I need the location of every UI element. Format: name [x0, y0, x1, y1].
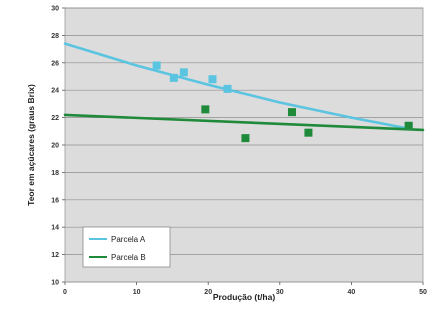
point-series-0-4 [223, 84, 232, 93]
x-tick-label-3: 30 [276, 289, 284, 296]
point-series-1-4 [404, 121, 413, 130]
y-tick-label-6: 22 [51, 115, 59, 122]
trendlines [63, 42, 425, 132]
y-axis-title: Teor em açúcares (graus Brix) [26, 84, 36, 206]
axes: 10 12 14 16 18 20 22 24 26 28 30 0 10 20 30 40 50 [51, 6, 427, 297]
point-series-1-3 [304, 128, 313, 137]
y-tick-label-5: 20 [51, 143, 59, 150]
point-series-0-2 [179, 68, 188, 77]
x-tick-label-0: 0 [63, 289, 67, 296]
legend-label-parcela-a: Parcela A [111, 235, 146, 244]
y-tick-label-8: 26 [51, 60, 59, 67]
point-series-1-0 [201, 105, 210, 114]
legend-label-parcela-b: Parcela B [111, 253, 146, 262]
data-points [152, 61, 413, 143]
y-tick-label-3: 16 [51, 197, 59, 204]
trendline-series-0 [63, 42, 410, 130]
point-series-1-1 [241, 134, 250, 143]
x-axis-title: Produção (t/ha) [213, 292, 276, 302]
point-series-0-1 [169, 73, 178, 82]
y-tick-label-9: 28 [51, 33, 59, 40]
y-tick-label-2: 14 [51, 225, 59, 232]
y-tick-label-0: 10 [51, 280, 59, 287]
legend-box [82, 226, 171, 268]
trendline-series-1 [63, 113, 425, 132]
legend: Parcela A Parcela B [82, 226, 171, 268]
point-series-1-2 [287, 108, 296, 117]
y-tick-label-4: 18 [51, 170, 59, 177]
point-series-0-0 [152, 61, 161, 70]
x-tick-label-1: 10 [133, 289, 141, 296]
y-tick-label-1: 12 [51, 252, 59, 259]
y-tick-label-10: 30 [51, 6, 59, 13]
point-series-0-3 [208, 75, 217, 84]
x-tick-label-2: 20 [204, 289, 212, 296]
x-tick-label-4: 40 [348, 289, 356, 296]
x-tick-label-5: 50 [419, 289, 427, 296]
y-tick-label-7: 24 [51, 88, 59, 95]
